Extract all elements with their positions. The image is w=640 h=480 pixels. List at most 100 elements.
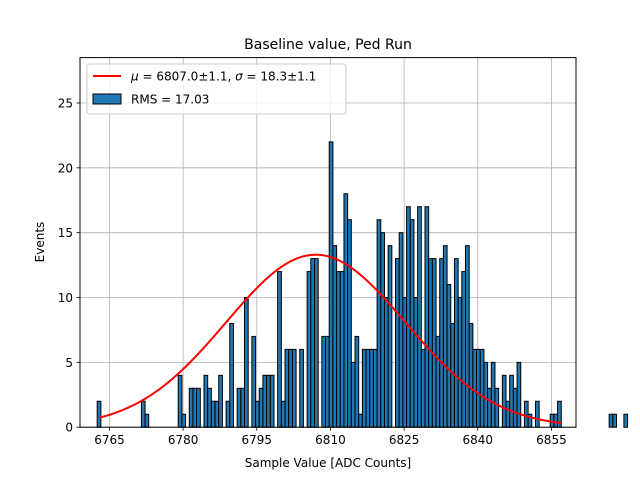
x-tick-label: 6855 xyxy=(536,433,567,447)
x-axis-label: Sample Value [ADC Counts] xyxy=(245,456,411,470)
legend-fit-label: μ = 6807.0±1.1, σ = 18.3±1.1 xyxy=(130,70,316,84)
histogram-bar xyxy=(424,206,430,428)
histogram-bar xyxy=(210,400,216,428)
histogram-bar xyxy=(387,245,393,428)
histogram-bar xyxy=(380,232,385,428)
histogram-bar xyxy=(196,387,201,428)
histogram-bar xyxy=(332,245,338,428)
histogram-bar xyxy=(479,348,485,428)
histogram-bar xyxy=(608,413,614,428)
histogram-bar xyxy=(509,374,514,428)
plot-frame xyxy=(79,57,577,428)
y-tick-label: 25 xyxy=(58,96,73,110)
histogram-bar xyxy=(490,361,496,428)
x-tick-label: 6825 xyxy=(389,433,420,447)
x-tick-label: 6765 xyxy=(94,433,125,447)
histogram-bar xyxy=(487,387,492,428)
histogram-bar xyxy=(288,348,293,428)
histogram-bar xyxy=(553,413,559,428)
histogram-bar xyxy=(255,400,260,428)
y-tick-label: 0 xyxy=(65,421,73,435)
histogram-bar xyxy=(417,206,422,428)
histogram-bar xyxy=(328,141,334,428)
histogram-bar xyxy=(398,232,404,428)
histogram-bar xyxy=(512,387,518,428)
legend: μ = 6807.0±1.1, σ = 18.3±1.1 RMS = 17.03 xyxy=(86,63,347,115)
histogram-bar xyxy=(96,400,102,428)
y-tick-label: 10 xyxy=(58,291,73,305)
histogram-bar xyxy=(251,335,257,428)
histogram-bar xyxy=(244,297,249,428)
histogram-bar xyxy=(229,322,234,428)
histogram-bar xyxy=(258,387,264,428)
histogram-bar xyxy=(428,258,433,428)
histogram-bar xyxy=(299,348,304,428)
legend-hist-label: RMS = 17.03 xyxy=(131,93,209,107)
legend-hist-swatch xyxy=(92,93,122,105)
histogram-bar xyxy=(472,348,478,428)
histogram-bar xyxy=(188,387,194,428)
histogram-bar xyxy=(501,374,507,428)
legend-sigma-value: = 18.3±1.1 xyxy=(243,70,317,84)
histogram-bar xyxy=(354,335,360,428)
histogram-bar xyxy=(494,387,500,428)
histogram-bar xyxy=(291,348,297,428)
histogram-bar xyxy=(413,297,419,428)
histogram-bar xyxy=(395,258,400,428)
histogram-bar xyxy=(347,219,352,428)
chart-title: Baseline value, Ped Run xyxy=(244,37,412,53)
histogram-bar xyxy=(218,374,223,428)
legend-box xyxy=(86,63,347,115)
x-tick-label: 6810 xyxy=(315,433,346,447)
histogram-bar xyxy=(612,413,618,428)
histogram-bar xyxy=(516,361,522,428)
histogram-bar xyxy=(365,348,371,428)
histogram-bar xyxy=(214,400,220,428)
histogram-bar xyxy=(358,413,363,428)
histogram-bar xyxy=(181,413,187,428)
legend-mu-value: = 6807.0±1.1, xyxy=(139,70,235,84)
histogram-bar xyxy=(446,284,452,428)
histogram-bar xyxy=(406,206,411,428)
histogram-bar xyxy=(277,271,282,428)
histogram-bar xyxy=(313,258,319,428)
legend-mu-symbol: μ xyxy=(130,70,139,84)
histogram-bar xyxy=(339,271,345,428)
histogram-bar xyxy=(534,400,540,428)
histogram-bar xyxy=(177,374,183,428)
histogram-bar xyxy=(306,271,312,428)
histogram-bar xyxy=(372,348,378,428)
histogram-bar xyxy=(435,335,441,428)
histogram-bar xyxy=(262,374,268,428)
histogram-bar xyxy=(192,387,198,428)
histogram-bar xyxy=(465,245,470,428)
gaussian-fit-curve xyxy=(99,253,562,425)
histogram-bar xyxy=(144,413,150,428)
histogram-bar xyxy=(225,400,231,428)
histogram-bar xyxy=(350,361,356,428)
histogram-bar xyxy=(623,413,629,428)
histogram-bar xyxy=(140,400,146,428)
histogram-bar xyxy=(439,258,444,428)
y-tick-label: 15 xyxy=(58,226,73,240)
histogram-bar xyxy=(284,348,290,428)
y-tick-label: 5 xyxy=(65,356,73,370)
histogram-bar xyxy=(203,374,209,428)
x-tick-label: 6840 xyxy=(463,433,494,447)
histogram-bar xyxy=(269,374,275,428)
histogram-bar xyxy=(420,348,426,428)
histogram-bar xyxy=(310,258,315,428)
histogram-bar xyxy=(361,348,367,428)
histogram-bar xyxy=(409,219,415,428)
histogram-bars xyxy=(96,141,629,428)
histogram-bar xyxy=(207,387,212,428)
histogram-bar xyxy=(468,322,474,428)
histogram-bar xyxy=(343,193,349,428)
y-axis-label: Events xyxy=(33,222,47,263)
histogram-bar xyxy=(476,348,481,428)
histogram-bar xyxy=(505,400,511,428)
x-tick-label: 6795 xyxy=(242,433,273,447)
histogram-bar xyxy=(376,219,382,428)
histogram-bar xyxy=(383,297,389,428)
